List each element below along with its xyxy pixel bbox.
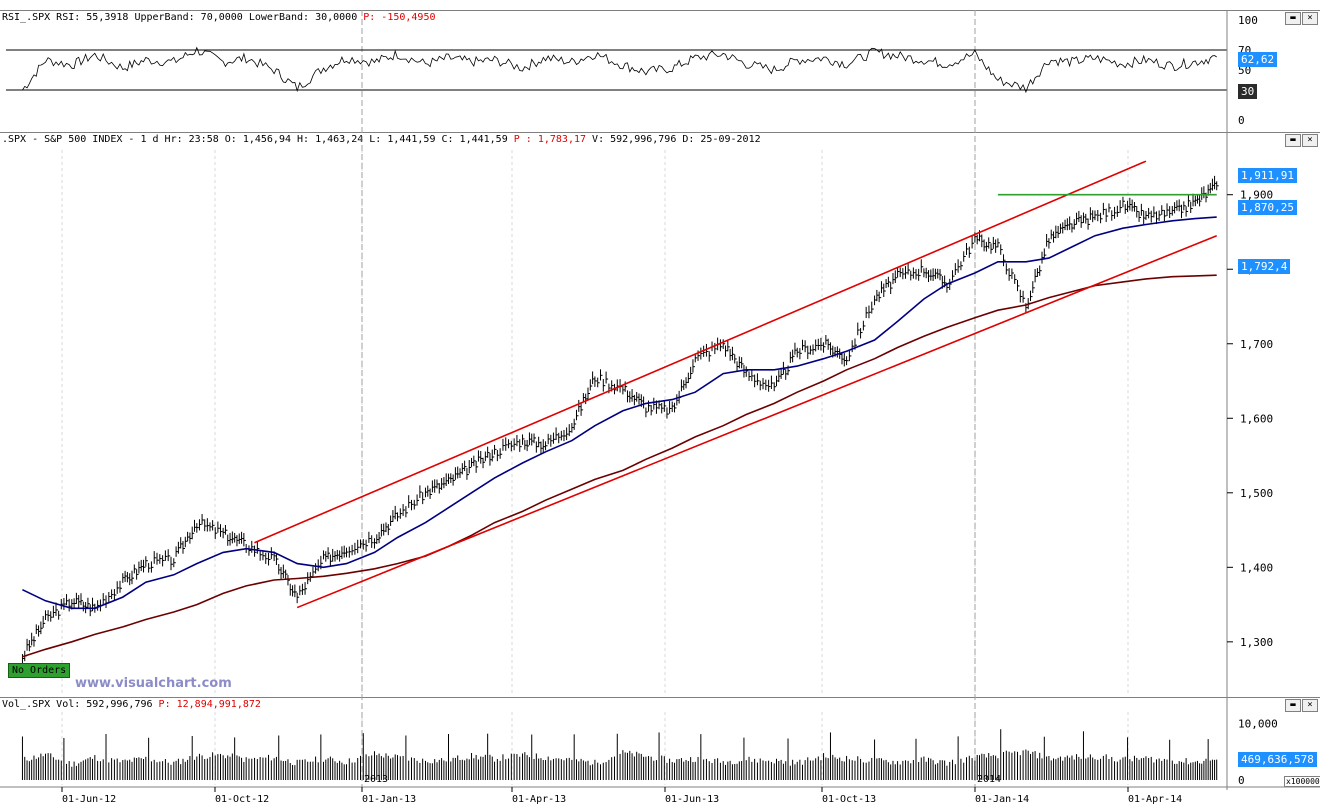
volume-axis-label: 0 [1238,774,1245,787]
price-header-values: .SPX - S&P 500 INDEX - 1 d Hr: 23:58 O: … [2,134,508,145]
price-axis-label: 1,900 [1240,189,1273,202]
volume-panel: Vol_.SPX Vol: 592,996,796 P: 12,894,991,… [0,697,1320,808]
rsi-header-p: P: -150,4950 [363,12,436,23]
price-header-volume-date: V: 592,996,796 D: 25-09-2012 [592,134,761,145]
channel-lower-line [296,234,1218,609]
volume-header-values: Vol_.SPX Vol: 592,996,796 [2,699,153,710]
price-panel: .SPX - S&P 500 INDEX - 1 d Hr: 23:58 O: … [0,132,1320,697]
close-button[interactable]: × [1302,134,1318,147]
last-price-tag: 1,911,91 [1238,168,1297,183]
x-axis-tick-label: 01-Jun-12 [62,794,116,805]
ma-short-tag: 1,870,25 [1238,200,1297,215]
rsi-panel: RSI_.SPX RSI: 55,3918 UpperBand: 70,0000… [0,10,1320,131]
channel-upper-line [254,160,1147,544]
minimize-button[interactable]: ▬ [1285,699,1301,712]
price-axis-label: 1,700 [1240,338,1273,351]
rsi-axis-label: 100 [1238,14,1258,27]
rsi-layer [6,46,1227,94]
ma-long-tag: 1,792,4 [1238,259,1291,274]
x-axis-tick-label: 01-Oct-12 [215,794,269,805]
x-axis-tick-label: 01-Jun-13 [665,794,719,805]
rsi-axis-label: 0 [1238,114,1245,127]
year-label: 2014 [977,774,1001,785]
price-header-p: P : 1,783,17 [513,134,587,145]
axis-layer: 01-Jun-12 01-Oct-12 01-Jan-13 01-Apr-13 01-J… [0,10,1320,805]
x-axis-tick-label: 01-Jan-14 [975,794,1029,805]
volume-header-p: P: 12,894,991,872 [158,699,261,710]
rsi-header-values: RSI_.SPX RSI: 55,3918 UpperBand: 70,0000… [2,12,358,23]
grid-lines [61,10,1129,787]
volume-axis-label: 10,000 [1238,717,1278,730]
watermark-text: www.visualchart.com [75,676,232,691]
price-axis-label: 1,300 [1240,636,1273,649]
volume-layer [21,729,1218,780]
price-bars [21,175,1219,663]
price-axis-label: 1,400 [1240,561,1273,574]
year-label: 2013 [364,774,388,785]
minimize-button[interactable]: ▬ [1285,12,1301,25]
volume-header: Vol_.SPX Vol: 592,996,796 P: 12,894,991,… [2,699,261,710]
x-axis-tick-label: 01-Oct-13 [822,794,876,805]
volume-scale-unit: x100000 [1284,776,1320,787]
ma-short-line [22,216,1217,610]
rsi-window-controls: ▬ × [1285,12,1318,25]
price-layer [21,160,1219,663]
rsi-axis-label: 50 [1238,64,1251,77]
rsi-header: RSI_.SPX RSI: 55,3918 UpperBand: 70,0000… [2,12,436,23]
volume-window-controls: ▬ × [1285,699,1318,712]
price-axis-label: 1,600 [1240,412,1273,425]
rsi-line [22,46,1217,94]
close-button[interactable]: × [1302,12,1318,25]
minimize-button[interactable]: ▬ [1285,134,1301,147]
rsi-value-tag: 62,62 [1238,52,1278,67]
order-status-badge[interactable]: No Orders [8,663,71,678]
close-button[interactable]: × [1302,699,1318,712]
price-axis-label: 1,500 [1240,487,1273,500]
rsi-lower-band-tag: 30 [1238,84,1258,99]
price-header: .SPX - S&P 500 INDEX - 1 d Hr: 23:58 O: … [2,134,761,145]
volume-value-tag: 469,636,578 [1238,752,1317,767]
x-axis-tick-label: 01-Apr-14 [1128,794,1182,805]
x-axis-tick-label: 01-Apr-13 [512,794,566,805]
x-axis-tick-label: 01-Jan-13 [362,794,416,805]
ma-long-line [22,274,1217,658]
price-window-controls: ▬ × [1285,134,1318,147]
